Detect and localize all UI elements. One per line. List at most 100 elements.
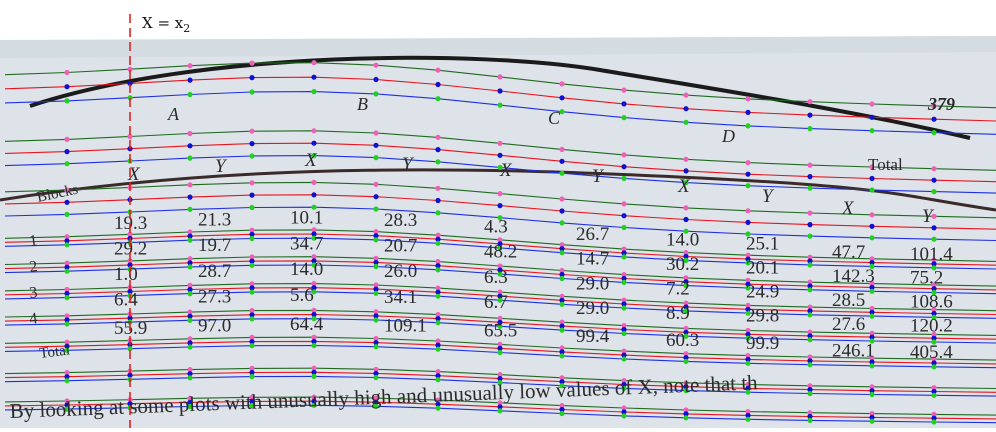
grid-point[interactable] <box>373 263 379 270</box>
grid-point[interactable] <box>64 187 70 193</box>
grid-point[interactable] <box>745 416 751 422</box>
grid-point[interactable] <box>187 395 193 401</box>
grid-point[interactable] <box>64 242 70 248</box>
grid-point[interactable] <box>869 212 875 218</box>
grid-point[interactable] <box>373 237 379 243</box>
grid-point[interactable] <box>931 213 937 219</box>
grid-point[interactable] <box>745 281 751 287</box>
grid-point[interactable] <box>64 286 70 293</box>
grid-point[interactable] <box>311 281 317 287</box>
grid-point[interactable] <box>807 233 813 239</box>
grid-point[interactable] <box>807 126 813 132</box>
grid-point[interactable] <box>745 381 751 388</box>
grid-point[interactable] <box>187 340 193 346</box>
grid-point[interactable] <box>373 282 379 288</box>
grid-point[interactable] <box>373 62 379 68</box>
grid-point[interactable] <box>807 279 813 285</box>
grid-point[interactable] <box>683 283 689 289</box>
grid-point[interactable] <box>931 282 937 288</box>
grid-point[interactable] <box>931 307 937 313</box>
grid-point[interactable] <box>807 283 813 289</box>
grid-point[interactable] <box>807 287 813 293</box>
grid-point[interactable] <box>311 140 317 146</box>
grid-point[interactable] <box>745 353 751 359</box>
grid-point[interactable] <box>187 336 193 342</box>
grid-point[interactable] <box>127 315 133 321</box>
grid-point[interactable] <box>497 404 503 410</box>
grid-point[interactable] <box>187 403 193 410</box>
grid-point[interactable] <box>64 374 70 380</box>
grid-point[interactable] <box>64 398 70 404</box>
grid-point[interactable] <box>559 375 565 381</box>
grid-point[interactable] <box>931 103 937 109</box>
grid-point[interactable] <box>64 290 70 297</box>
grid-point[interactable] <box>683 407 689 413</box>
grid-point[interactable] <box>187 286 193 293</box>
grid-point[interactable] <box>683 415 689 421</box>
grid-point[interactable] <box>373 395 379 401</box>
grid-point[interactable] <box>127 231 133 237</box>
grid-point[interactable] <box>559 208 565 214</box>
grid-point[interactable] <box>435 312 441 318</box>
grid-point[interactable] <box>807 337 813 343</box>
grid-point[interactable] <box>931 356 937 362</box>
grid-point[interactable] <box>559 146 565 152</box>
grid-point[interactable] <box>187 313 193 319</box>
grid-point[interactable] <box>931 261 937 267</box>
grid-point[interactable] <box>807 112 813 118</box>
grid-point[interactable] <box>807 390 813 397</box>
grid-point[interactable] <box>869 101 875 107</box>
grid-point[interactable] <box>64 343 70 349</box>
grid-point[interactable] <box>435 285 441 291</box>
grid-point[interactable] <box>869 284 875 290</box>
grid-point[interactable] <box>745 385 751 391</box>
grid-point[interactable] <box>64 317 70 323</box>
grid-point[interactable] <box>683 308 689 314</box>
grid-point[interactable] <box>621 405 627 411</box>
grid-point[interactable] <box>931 419 937 425</box>
grid-point[interactable] <box>435 240 441 246</box>
grid-point[interactable] <box>683 275 689 281</box>
grid-point[interactable] <box>869 309 875 315</box>
grid-point[interactable] <box>931 331 937 337</box>
grid-point[interactable] <box>621 305 627 311</box>
grid-point[interactable] <box>311 258 317 264</box>
grid-point[interactable] <box>745 160 751 166</box>
grid-point[interactable] <box>621 348 627 354</box>
grid-point[interactable] <box>869 334 875 340</box>
grid-point[interactable] <box>621 101 627 107</box>
grid-point[interactable] <box>807 304 813 310</box>
grid-point[interactable] <box>435 185 441 191</box>
grid-point[interactable] <box>621 378 627 384</box>
grid-point[interactable] <box>559 196 565 202</box>
grid-point[interactable] <box>435 81 441 88</box>
grid-point[interactable] <box>64 260 70 266</box>
grid-point[interactable] <box>683 257 689 263</box>
grid-point[interactable] <box>311 204 317 210</box>
grid-point[interactable] <box>435 316 441 322</box>
grid-point[interactable] <box>435 259 441 265</box>
grid-point[interactable] <box>497 372 503 378</box>
grid-point[interactable] <box>64 295 70 301</box>
grid-point[interactable] <box>127 262 133 268</box>
grid-point[interactable] <box>745 256 751 262</box>
grid-point[interactable] <box>373 340 379 346</box>
grid-point[interactable] <box>187 237 193 243</box>
grid-point[interactable] <box>621 164 627 170</box>
grid-point[interactable] <box>559 383 565 389</box>
grid-point[interactable] <box>435 289 441 295</box>
grid-point[interactable] <box>745 310 751 316</box>
grid-point[interactable] <box>64 98 70 104</box>
grid-point[interactable] <box>64 234 70 240</box>
grid-point[interactable] <box>745 219 751 225</box>
grid-point[interactable] <box>373 309 379 315</box>
grid-point[interactable] <box>869 359 875 365</box>
grid-point[interactable] <box>683 168 689 174</box>
grid-point[interactable] <box>187 256 193 262</box>
grid-point[interactable] <box>373 91 379 97</box>
grid-point[interactable] <box>311 316 317 322</box>
grid-point[interactable] <box>621 301 627 307</box>
grid-point[interactable] <box>249 60 255 66</box>
grid-point[interactable] <box>249 312 255 318</box>
grid-point[interactable] <box>373 233 379 239</box>
